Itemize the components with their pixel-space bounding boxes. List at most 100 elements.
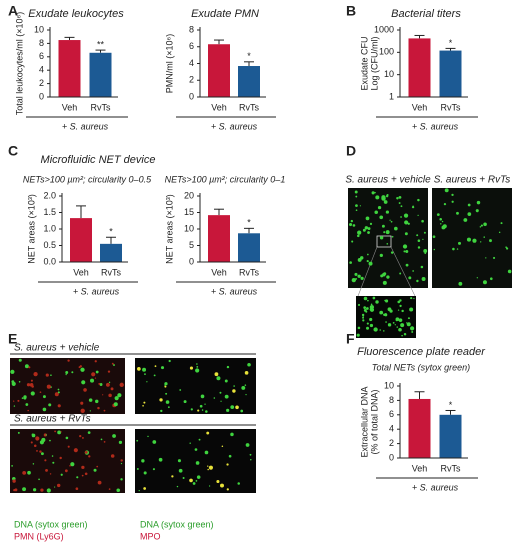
cell xyxy=(23,396,27,400)
legend-text: MPO xyxy=(140,531,161,541)
bar xyxy=(89,52,112,97)
legend-text: DNA (sytox green) xyxy=(140,519,214,529)
bar xyxy=(100,243,122,262)
cell xyxy=(177,459,181,463)
cell xyxy=(392,321,395,324)
cell xyxy=(18,381,21,383)
cell xyxy=(192,482,196,485)
cell xyxy=(143,471,147,475)
cell xyxy=(390,251,394,254)
cell xyxy=(102,394,104,396)
cell xyxy=(179,389,182,391)
cell xyxy=(168,359,171,363)
panel-letter: A xyxy=(8,3,18,19)
x-axis-label: + S. aureus xyxy=(412,482,459,492)
cell xyxy=(208,485,211,487)
cell xyxy=(385,299,389,303)
cell xyxy=(379,215,384,220)
cell xyxy=(78,366,81,369)
cell xyxy=(385,210,390,214)
x-tick-label: Veh xyxy=(211,267,227,277)
cell xyxy=(164,385,167,388)
cell xyxy=(400,205,403,208)
zoom-line xyxy=(357,246,378,297)
cell xyxy=(226,463,229,466)
cell xyxy=(379,253,383,258)
cell xyxy=(233,385,235,387)
bar xyxy=(208,215,230,262)
cell xyxy=(108,488,111,490)
cell xyxy=(362,319,365,322)
y-axis-label: NET areas (×10³) xyxy=(164,194,174,264)
micrograph xyxy=(348,188,428,288)
cell xyxy=(443,202,447,206)
cell xyxy=(81,474,84,477)
x-axis-label: + S. aureus xyxy=(211,286,258,296)
cell xyxy=(116,488,121,493)
cell xyxy=(196,363,198,365)
cell xyxy=(395,319,398,322)
cell xyxy=(40,488,44,492)
cell xyxy=(197,409,200,412)
cell xyxy=(67,359,70,362)
cell xyxy=(380,274,384,278)
cell xyxy=(198,438,201,441)
cell xyxy=(97,480,102,485)
cell xyxy=(375,300,379,304)
cell xyxy=(377,206,382,210)
y-tick-label: 1.5 xyxy=(43,207,56,217)
cell xyxy=(360,276,364,280)
cell xyxy=(235,405,239,410)
cell xyxy=(28,366,31,369)
cell xyxy=(403,213,409,218)
x-tick-label: Veh xyxy=(412,463,428,473)
cell xyxy=(500,222,503,225)
cell xyxy=(245,393,247,396)
bar xyxy=(408,38,431,97)
cell xyxy=(381,195,386,200)
cell xyxy=(409,307,414,312)
cell xyxy=(189,478,193,483)
y-axis-label: Extracellular DNA xyxy=(359,386,369,457)
cell xyxy=(433,248,436,251)
cell xyxy=(362,228,366,232)
y-tick-label: 8 xyxy=(389,395,394,405)
cell xyxy=(32,463,35,465)
cell xyxy=(466,237,471,242)
cell xyxy=(143,401,146,404)
cell xyxy=(479,226,482,228)
cell xyxy=(369,222,373,225)
cell xyxy=(422,238,424,241)
cell xyxy=(412,270,414,272)
cell xyxy=(394,226,398,231)
cell xyxy=(475,209,479,213)
cell xyxy=(195,479,198,482)
cell xyxy=(90,378,95,383)
cell xyxy=(51,455,54,457)
cell xyxy=(241,385,246,390)
y-axis-label: (% of total DNA) xyxy=(369,389,379,454)
cell xyxy=(70,462,75,467)
cell xyxy=(442,224,447,229)
cell xyxy=(226,365,230,369)
zoom-box xyxy=(376,235,392,248)
cell xyxy=(374,210,378,215)
image-label: S. aureus + RvTs xyxy=(14,414,91,425)
cell xyxy=(230,405,235,410)
cell xyxy=(391,235,394,238)
cell xyxy=(97,406,100,410)
y-tick-label: 10 xyxy=(34,24,44,34)
cell xyxy=(24,364,29,369)
cell xyxy=(65,436,69,440)
y-tick-label: 1000 xyxy=(374,24,394,34)
cell xyxy=(355,195,358,198)
cell xyxy=(383,200,388,204)
bar xyxy=(58,40,81,97)
x-tick-label: RvTs xyxy=(91,102,111,112)
cell xyxy=(350,219,354,223)
cell xyxy=(237,482,240,485)
cell xyxy=(432,235,436,239)
cell xyxy=(25,403,29,406)
cell xyxy=(361,313,365,317)
cell xyxy=(403,250,406,253)
